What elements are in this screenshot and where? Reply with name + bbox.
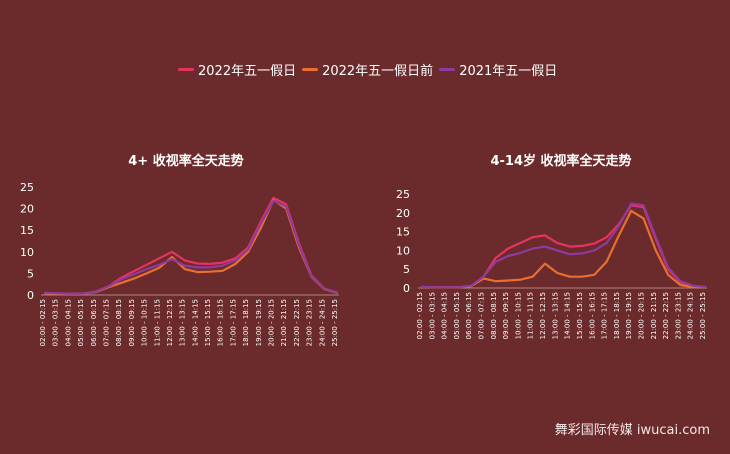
y-tick-label: 10 xyxy=(20,246,34,259)
x-tick-label: 18:00 - 18:15 xyxy=(613,292,621,339)
legend-swatch-2021-holiday xyxy=(439,68,456,71)
x-tick-label: 07:00 - 07:15 xyxy=(478,292,486,339)
x-tick-label: 17:00 - 17:15 xyxy=(601,292,609,339)
y-tick-label: 20 xyxy=(396,207,410,220)
series-line xyxy=(420,209,707,289)
x-tick-label: 23:00 - 23:15 xyxy=(674,292,682,339)
x-tick-label: 04:00 - 04:15 xyxy=(441,292,449,339)
y-tick-label: 10 xyxy=(396,244,410,257)
x-tick-label: 08:00 - 08:15 xyxy=(490,292,498,339)
legend-label: 2021年五一假日 xyxy=(459,64,558,79)
watermark: 舞彩国际传媒 iwucai.com xyxy=(554,423,710,438)
x-tick-label: 15:00 - 15:15 xyxy=(204,299,212,346)
legend-item: 2021年五一假日 xyxy=(439,60,557,79)
x-tick-label: 22:00 - 22:15 xyxy=(293,299,301,346)
y-tick-label: 20 xyxy=(20,203,34,216)
series-line xyxy=(43,198,339,295)
series-line xyxy=(43,196,339,295)
x-tick-label: 10:00 - 10:15 xyxy=(141,299,149,346)
y-tick-label: 15 xyxy=(20,224,34,237)
y-tick-label: 25 xyxy=(396,188,410,201)
x-tick-label: 06:00 - 06:15 xyxy=(90,299,98,346)
legend-swatch-2022-holiday xyxy=(178,68,194,71)
x-tick-label: 25:00 - 25:15 xyxy=(331,299,339,346)
x-tick-label: 09:00 - 09:15 xyxy=(502,292,510,339)
x-tick-label: 13:00 - 13:15 xyxy=(551,292,559,339)
chart-legend: 2022年五一假日 2022年五一假日前 2021年五一假日 xyxy=(178,60,557,79)
x-tick-label: 08:00 - 08:15 xyxy=(115,299,123,346)
y-tick-label: 5 xyxy=(403,263,410,276)
chart-title: 4-14岁 收视率全天走势 xyxy=(490,153,631,169)
x-tick-label: 13:00 - 13:15 xyxy=(179,299,187,346)
x-tick-label: 15:00 - 15:15 xyxy=(576,292,584,339)
legend-item: 2022年五一假日前 xyxy=(302,60,433,79)
x-tick-label: 20:00 - 20:15 xyxy=(268,299,276,346)
x-tick-label: 23:00 - 23:15 xyxy=(306,299,314,346)
x-tick-label: 16:00 - 16:15 xyxy=(588,292,596,339)
x-tick-label: 24:00 - 24:15 xyxy=(318,299,326,346)
y-tick-label: 15 xyxy=(396,226,410,239)
x-tick-label: 12:00 - 12:15 xyxy=(166,299,174,346)
x-tick-label: 10:00 - 10:15 xyxy=(514,292,522,339)
x-tick-label: 09:00 - 09:15 xyxy=(128,299,136,346)
x-tick-label: 19:00 - 19:15 xyxy=(625,292,633,339)
y-tick-label: 25 xyxy=(20,181,34,194)
y-tick-label: 0 xyxy=(403,282,410,295)
x-tick-label: 21:00 - 21:15 xyxy=(280,299,288,346)
x-tick-label: 02:00 - 02:15 xyxy=(39,299,47,346)
x-tick-label: 11:00 - 11:15 xyxy=(153,299,161,346)
x-tick-label: 04:00 - 04:15 xyxy=(64,299,72,346)
series-line xyxy=(43,199,339,295)
x-tick-label: 19:00 - 19:15 xyxy=(255,299,263,346)
x-tick-label: 14:00 - 14:15 xyxy=(564,292,572,339)
x-tick-label: 21:00 - 21:15 xyxy=(650,292,658,339)
x-tick-label: 12:00 - 12:15 xyxy=(539,292,547,339)
x-tick-label: 24:00 - 24:15 xyxy=(687,292,695,339)
x-tick-label: 05:00 - 05:15 xyxy=(453,292,461,339)
x-tick-label: 17:00 - 17:15 xyxy=(229,299,237,346)
legend-item: 2022年五一假日 xyxy=(178,60,296,79)
legend-label: 2022年五一假日前 xyxy=(322,64,434,79)
x-tick-label: 05:00 - 05:15 xyxy=(77,299,85,346)
legend-swatch-2022-pre-holiday xyxy=(302,68,319,71)
x-tick-label: 14:00 - 14:15 xyxy=(191,299,199,346)
x-tick-label: 03:00 - 03:15 xyxy=(52,299,60,346)
legend-label: 2022年五一假日 xyxy=(198,64,297,79)
x-tick-label: 25:00 - 25:15 xyxy=(699,292,707,339)
series-line xyxy=(420,202,707,289)
x-tick-label: 22:00 - 22:15 xyxy=(662,292,670,339)
chart-title: 4+ 收视率全天走势 xyxy=(128,153,243,169)
x-tick-label: 07:00 - 07:15 xyxy=(102,299,110,346)
x-tick-label: 16:00 - 16:15 xyxy=(217,299,225,346)
x-tick-label: 11:00 - 11:15 xyxy=(527,292,535,339)
x-tick-label: 20:00 - 20:15 xyxy=(637,292,645,339)
y-tick-label: 0 xyxy=(27,289,34,302)
x-tick-label: 06:00 - 06:15 xyxy=(465,292,473,339)
x-tick-label: 03:00 - 03:15 xyxy=(428,292,436,339)
y-tick-label: 5 xyxy=(27,267,34,280)
x-tick-label: 02:00 - 02:15 xyxy=(416,292,424,339)
x-tick-label: 18:00 - 18:15 xyxy=(242,299,250,346)
